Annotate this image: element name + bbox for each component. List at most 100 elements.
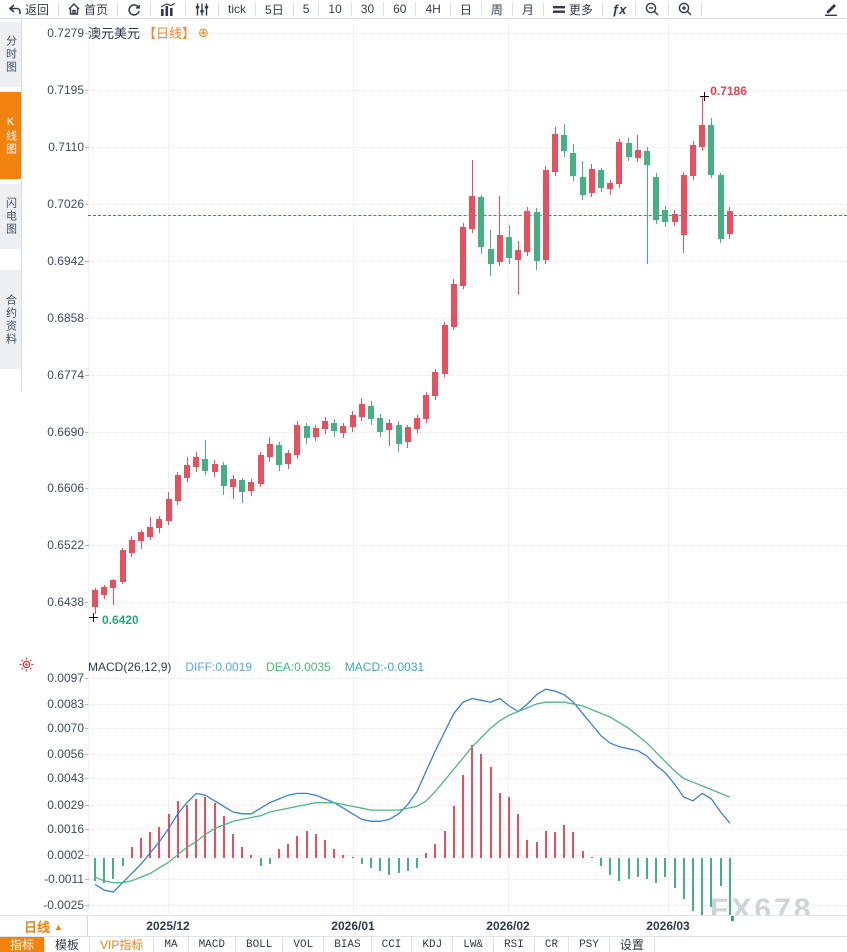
- x-axis-label: 2026/02: [486, 919, 530, 933]
- macd-hist-bar-positive: [517, 813, 520, 859]
- price-axis-label: 0.6522: [47, 538, 84, 553]
- period-tick-button[interactable]: tick: [219, 0, 255, 18]
- candle: [561, 135, 568, 152]
- candle-wick: [232, 475, 234, 500]
- plot-left-border: [88, 20, 89, 913]
- sidebar-item-time-chart[interactable]: 分时图: [0, 22, 21, 88]
- draw-tools-button[interactable]: [815, 0, 847, 18]
- indicator-label: BIAS: [334, 938, 361, 951]
- candle: [690, 145, 696, 177]
- tab-vip-indicators[interactable]: VIP指标: [90, 937, 155, 952]
- toolbar-separator: [58, 2, 60, 16]
- indicator-psy[interactable]: PSY: [569, 937, 610, 952]
- candle: [634, 150, 641, 159]
- indicator-lwr[interactable]: LW&: [453, 937, 495, 952]
- price-gridline: [88, 602, 847, 603]
- indicator-vol[interactable]: VOL: [283, 937, 325, 952]
- tab-templates[interactable]: 模板: [45, 937, 91, 952]
- macd-gridline: [88, 905, 847, 906]
- indicator-settings-button[interactable]: [186, 0, 218, 18]
- macd-hist-bar-positive: [563, 824, 566, 859]
- indicator-cci[interactable]: CCI: [372, 937, 413, 952]
- period-4h-button[interactable]: 4H: [416, 0, 449, 18]
- left-sidebar: 分时图 K线图 闪电图 合约资料: [0, 19, 22, 391]
- axis-tick: [85, 602, 89, 603]
- chart-type-button[interactable]: [151, 0, 185, 18]
- indicator-ma[interactable]: MA: [154, 937, 189, 952]
- sidebar-item-lightning-chart[interactable]: 闪电图: [0, 184, 21, 250]
- period-label: 60: [393, 2, 407, 16]
- tab-indicators[interactable]: 指标: [0, 937, 46, 952]
- macd-hist-bar-negative: [259, 858, 262, 866]
- zoom-in-button[interactable]: [669, 0, 701, 18]
- period-day-button[interactable]: 日: [451, 0, 481, 18]
- candle: [579, 177, 586, 195]
- period-10min-button[interactable]: 10: [319, 0, 350, 18]
- macd-hist-bar-positive: [544, 830, 547, 859]
- macd-hist-bar-positive: [222, 815, 225, 859]
- back-button[interactable]: 返回: [0, 0, 58, 18]
- candle-wick: [517, 240, 519, 295]
- toolbar-separator: [292, 2, 294, 16]
- time-axis-row: 日线 ▲ 2025/12 2026/01 2026/02 2026/03: [0, 915, 847, 937]
- period-selector[interactable]: 日线 ▲: [0, 916, 88, 937]
- indicator-boll[interactable]: BOLL: [236, 937, 284, 952]
- sliders-icon: [195, 3, 209, 15]
- period-month-button[interactable]: 月: [513, 0, 543, 18]
- candle: [119, 549, 126, 582]
- candle: [469, 196, 476, 229]
- indicator-bias[interactable]: BIAS: [324, 937, 372, 952]
- indicator-settings[interactable]: 设置: [610, 937, 655, 952]
- period-5day-button[interactable]: 5日: [256, 0, 293, 18]
- tab-label: VIP指标: [100, 938, 144, 952]
- sidebar-item-kline-chart[interactable]: K线图: [0, 92, 21, 180]
- price-axis-label: 0.7110: [48, 140, 84, 155]
- indicator-target-icon[interactable]: [19, 657, 34, 677]
- macd-hist-bar-positive: [535, 841, 538, 859]
- candle-wick: [204, 439, 206, 476]
- refresh-button[interactable]: [118, 0, 150, 18]
- macd-gridline: [88, 804, 847, 806]
- macd-hist-bar-negative: [397, 858, 400, 874]
- indicator-rsi[interactable]: RSI: [494, 937, 535, 952]
- indicator-label: KDJ: [422, 938, 443, 951]
- formula-fx-button[interactable]: ƒx: [603, 0, 635, 18]
- candle: [414, 417, 420, 429]
- macd-hist-bar-positive: [526, 839, 529, 859]
- hamburger-icon: [552, 5, 565, 13]
- axis-tick: [85, 678, 89, 679]
- indicator-label: LW&: [463, 938, 484, 951]
- indicator-kdj[interactable]: KDJ: [412, 937, 454, 952]
- more-button[interactable]: 更多: [544, 0, 602, 18]
- period-5min-button[interactable]: 5: [294, 0, 319, 18]
- indicator-macd[interactable]: MACD: [189, 937, 236, 952]
- candle: [156, 519, 163, 529]
- candle: [386, 423, 393, 431]
- macd-axis-label: 0.0056: [47, 747, 84, 762]
- candle: [542, 170, 549, 260]
- month-gridline: [353, 20, 354, 913]
- macd-hist-bar-negative: [655, 858, 658, 883]
- home-button[interactable]: 首页: [59, 0, 117, 18]
- macd-hist-bar-negative: [268, 858, 271, 865]
- macd-hist-bar-positive: [195, 798, 198, 859]
- period-60min-button[interactable]: 60: [384, 0, 415, 18]
- price-axis-label: 0.7279: [47, 26, 84, 40]
- period-week-button[interactable]: 周: [482, 0, 512, 18]
- candle: [165, 499, 172, 521]
- macd-hist-bar-positive: [305, 830, 308, 859]
- toolbar-separator: [542, 2, 544, 16]
- toolbar-separator: [480, 2, 482, 16]
- period-30min-button[interactable]: 30: [352, 0, 383, 18]
- tab-label: 模板: [55, 938, 80, 952]
- candle: [377, 417, 384, 432]
- candle: [248, 482, 255, 492]
- period-label: 5: [302, 2, 310, 16]
- add-to-watchlist-icon[interactable]: ⊕: [198, 24, 209, 40]
- macd-hist-bar-positive: [176, 800, 179, 859]
- indicator-cr[interactable]: CR: [535, 937, 570, 952]
- sidebar-item-contract-info[interactable]: 合约资料: [0, 270, 21, 370]
- zoom-out-button[interactable]: [636, 0, 668, 18]
